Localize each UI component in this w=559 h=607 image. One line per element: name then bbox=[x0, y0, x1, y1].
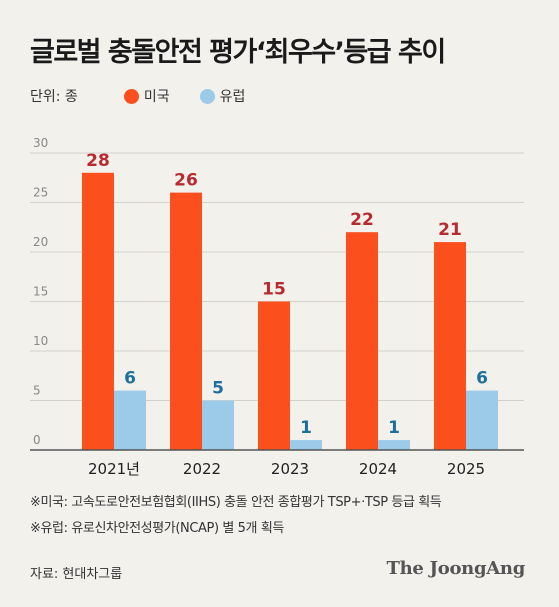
brand-logo: The JoongAng bbox=[386, 558, 526, 579]
data-label-eu: 5 bbox=[212, 379, 224, 399]
legend-label-eu: 유럽 bbox=[219, 89, 246, 105]
data-label-us: 28 bbox=[86, 151, 110, 171]
bar-us bbox=[434, 242, 466, 450]
source-label: 자료: 현대차그룹 bbox=[30, 567, 123, 582]
bar-eu bbox=[290, 440, 322, 450]
x-tick-label: 2022 bbox=[183, 460, 221, 478]
bar-eu bbox=[466, 390, 498, 450]
legend-label-us: 미국 bbox=[143, 89, 170, 105]
legend-item-us: 미국 bbox=[123, 86, 170, 106]
data-label-us: 22 bbox=[350, 210, 374, 230]
data-label-eu: 6 bbox=[124, 369, 136, 389]
data-label-eu: 6 bbox=[476, 369, 488, 389]
bar-us bbox=[258, 301, 290, 450]
x-tick-label: 2021년 bbox=[88, 460, 140, 478]
bar-eu bbox=[202, 400, 234, 450]
bar-us bbox=[82, 172, 114, 451]
legend-swatch-us bbox=[123, 88, 139, 104]
data-label-us: 26 bbox=[174, 171, 198, 191]
data-label-us: 15 bbox=[262, 280, 286, 300]
data-label-eu: 1 bbox=[300, 418, 312, 438]
footnote-eu: ※유럽: 유로신차안전성평가(NCAP) 별 5개 획득 bbox=[30, 521, 284, 536]
bar-eu bbox=[378, 440, 410, 450]
unit-label: 단위: 종 bbox=[30, 89, 78, 105]
data-label-us: 21 bbox=[438, 220, 462, 240]
legend-item-eu: 유럽 bbox=[199, 86, 246, 106]
chart-title: 글로벌 충돌안전 평가‘최우수’등급 추이 bbox=[30, 37, 446, 68]
y-tick-label: 0 bbox=[33, 433, 41, 447]
legend: 단위: 종 미국 유럽 bbox=[30, 86, 275, 106]
bar-us bbox=[170, 192, 202, 450]
legend-swatch-eu bbox=[199, 88, 215, 104]
y-tick-label: 30 bbox=[33, 136, 48, 150]
footnote-us: ※미국: 고속도로안전보험협회(IIHS) 충돌 안전 종합평가 TSP+·TS… bbox=[30, 495, 442, 510]
y-tick-label: 25 bbox=[33, 186, 48, 200]
y-tick-label: 5 bbox=[33, 384, 41, 398]
x-tick-label: 2024 bbox=[359, 460, 397, 478]
bar-eu bbox=[114, 390, 146, 450]
x-tick-label: 2025 bbox=[447, 460, 485, 478]
footnotes: ※미국: 고속도로안전보험협회(IIHS) 충돌 안전 종합평가 TSP+·TS… bbox=[30, 490, 442, 542]
y-tick-label: 10 bbox=[33, 334, 48, 348]
x-tick-label: 2023 bbox=[271, 460, 309, 478]
bar-us bbox=[346, 232, 378, 450]
data-label-eu: 1 bbox=[388, 418, 400, 438]
y-tick-label: 20 bbox=[33, 235, 48, 249]
y-tick-label: 15 bbox=[33, 285, 48, 299]
